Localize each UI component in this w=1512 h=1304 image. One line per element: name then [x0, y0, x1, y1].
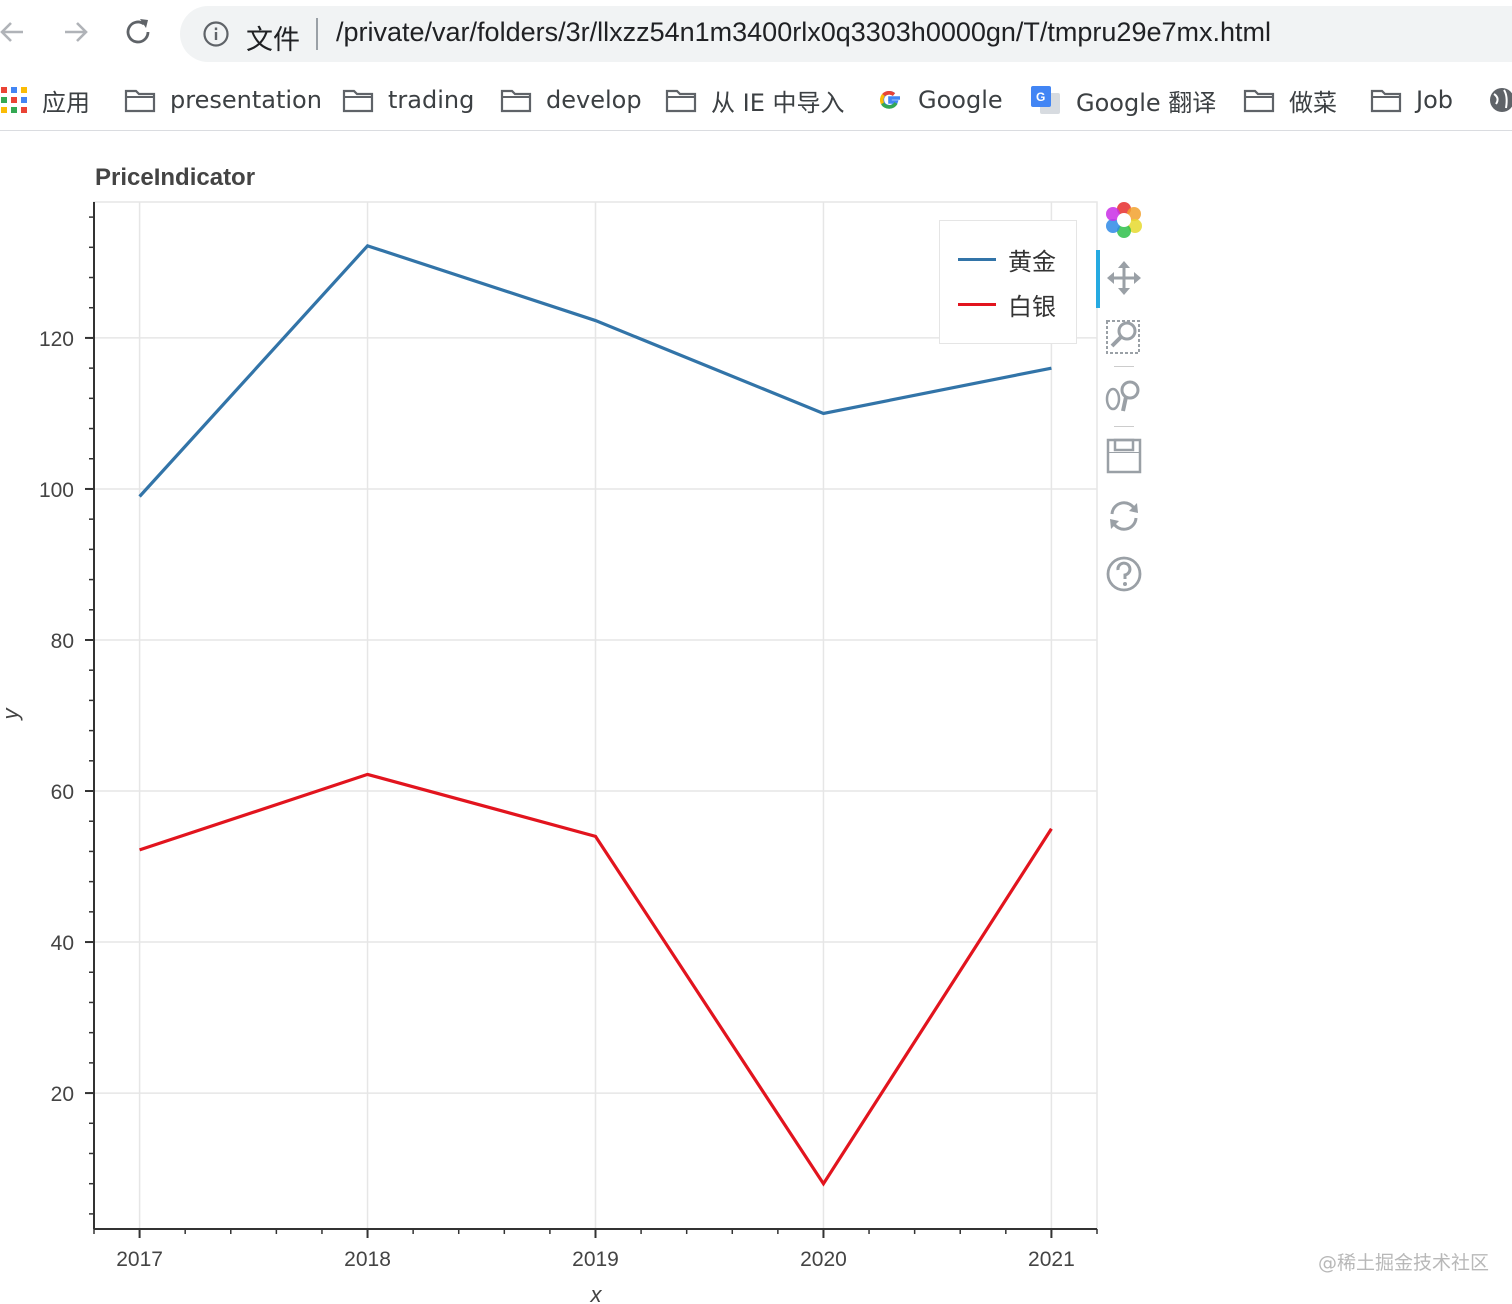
folder-icon — [124, 87, 156, 113]
y-tick-label: 40 — [51, 932, 74, 955]
browser-toolbar: 文件 /private/var/folders/3r/llxzz54n1m340… — [0, 0, 1512, 68]
bookmark-trading[interactable]: trading — [342, 80, 474, 120]
chart-legend: 黄金 白银 — [939, 220, 1077, 344]
series-layer — [138, 243, 1053, 1187]
save-icon[interactable] — [1104, 436, 1144, 476]
google-icon — [876, 86, 904, 114]
folder-icon — [500, 87, 532, 113]
svg-text:G: G — [1036, 90, 1045, 104]
bookmark-google[interactable]: Google — [876, 80, 1003, 120]
bookmark-label: 应用 — [42, 88, 90, 117]
reset-icon[interactable] — [1104, 496, 1144, 536]
x-tick-label: 2019 — [572, 1248, 619, 1271]
active-tool-indicator — [1096, 250, 1100, 308]
series-line-silver — [139, 772, 1053, 1187]
wheel-zoom-icon[interactable] — [1104, 376, 1144, 416]
box-zoom-icon[interactable] — [1104, 316, 1144, 356]
bookmark-globe[interactable] — [1488, 80, 1512, 120]
legend-label: 白银 — [1008, 292, 1056, 321]
x-tick-label: 2021 — [1028, 1248, 1075, 1271]
back-arrow-icon[interactable] — [0, 12, 32, 52]
forward-arrow-icon[interactable] — [56, 12, 96, 52]
series-line-gold — [138, 243, 1052, 498]
folder-icon — [342, 87, 374, 113]
toolbar-divider — [1114, 426, 1134, 427]
bookmarks-bar: 应用 presentation trading develop 从 IE 中导入… — [0, 70, 1512, 131]
y-tick-label: 80 — [51, 630, 74, 653]
y-tick-label: 20 — [51, 1083, 74, 1106]
address-bar[interactable]: 文件 /private/var/folders/3r/llxzz54n1m340… — [180, 6, 1512, 62]
bookmark-job[interactable]: Job — [1370, 80, 1453, 120]
x-tick-label: 2017 — [116, 1248, 163, 1271]
x-axis-label: x — [590, 1282, 603, 1304]
bookmark-label: develop — [546, 86, 642, 114]
legend-item-silver[interactable]: 白银 — [958, 286, 1056, 322]
bookmark-google-translate[interactable]: G Google 翻译 — [1030, 80, 1216, 120]
legend-swatch-gold — [958, 257, 996, 261]
bookmark-label: presentation — [170, 86, 322, 114]
file-label: 文件 — [246, 25, 300, 56]
legend-item-gold[interactable]: 黄金 — [958, 241, 1056, 277]
bookmark-label: Job — [1416, 86, 1453, 114]
bookmark-label: Google 翻译 — [1076, 88, 1217, 117]
x-tick-label: 2020 — [800, 1248, 847, 1271]
bookmark-develop[interactable]: develop — [500, 80, 642, 120]
bookmark-label: 做菜 — [1289, 88, 1337, 117]
toolbar-divider — [1114, 366, 1134, 367]
url-text[interactable]: /private/var/folders/3r/llxzz54n1m3400rl… — [336, 17, 1271, 47]
bookmark-import-ie[interactable]: 从 IE 中导入 — [665, 80, 845, 120]
address-divider — [316, 18, 318, 50]
bookmark-label: 从 IE 中导入 — [711, 88, 845, 117]
folder-icon — [665, 87, 697, 113]
axes: 20 40 60 80 100 120 2017 2018 2019 2020 2021 — [39, 202, 1098, 1271]
google-translate-icon: G — [1030, 84, 1062, 116]
y-axis-label: y — [0, 707, 23, 722]
help-icon[interactable] — [1104, 554, 1144, 594]
bookmark-cooking[interactable]: 做菜 — [1243, 80, 1337, 120]
bookmark-label: Google — [918, 86, 1003, 114]
bookmark-label: trading — [388, 86, 475, 114]
watermark: @稀土掘金技术社区 — [1318, 1252, 1490, 1274]
y-tick-label: 100 — [39, 479, 74, 502]
x-tick-label: 2018 — [344, 1248, 391, 1271]
folder-icon — [1370, 87, 1402, 113]
y-tick-label: 60 — [51, 781, 74, 804]
reload-icon[interactable] — [118, 12, 158, 52]
y-tick-label: 120 — [39, 328, 74, 351]
folder-icon — [1243, 87, 1275, 113]
globe-icon — [1488, 86, 1512, 114]
legend-label: 黄金 — [1008, 247, 1056, 276]
bookmark-apps[interactable]: 应用 — [0, 80, 90, 120]
chart-title: PriceIndicator — [95, 164, 256, 191]
info-icon[interactable] — [202, 20, 230, 48]
pan-icon[interactable] — [1104, 258, 1144, 298]
apps-grid-icon — [0, 86, 28, 114]
legend-swatch-silver — [958, 302, 996, 306]
grid — [94, 202, 1097, 1229]
chart-toolbar — [1096, 196, 1156, 596]
bookmark-presentation[interactable]: presentation — [124, 80, 322, 120]
bokeh-logo-icon[interactable] — [1104, 200, 1144, 240]
